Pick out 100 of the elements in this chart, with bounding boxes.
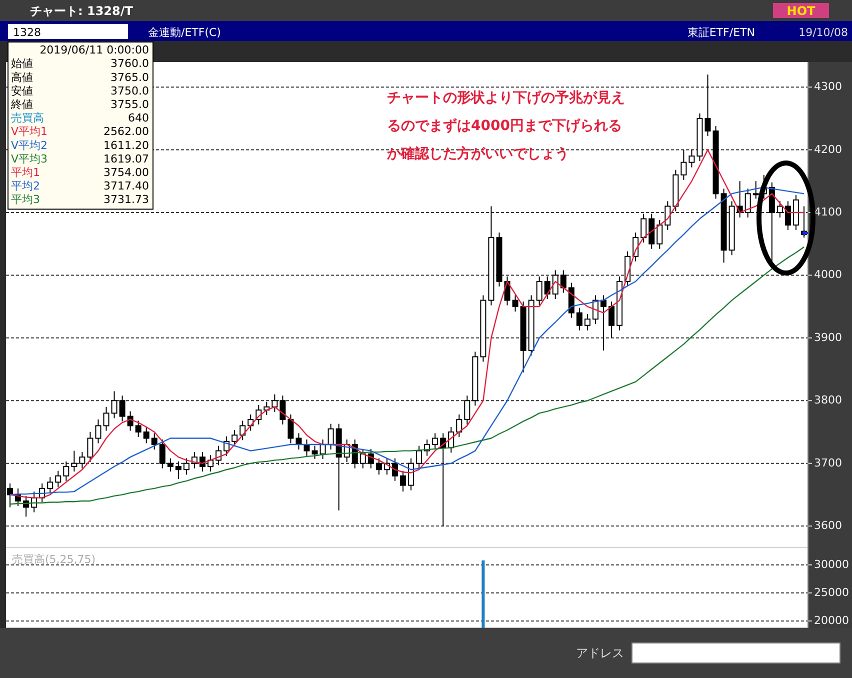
annotation: 3750.0 <box>110 84 149 98</box>
annotation: 始値 <box>11 57 33 70</box>
text: 平均2 <box>11 180 40 193</box>
candlestick <box>79 452 86 469</box>
y-tick-label: 4200 <box>814 142 842 156</box>
text: 売買高(5,25,75) <box>12 553 96 566</box>
candlestick <box>208 454 214 472</box>
candlestick <box>47 476 54 494</box>
candlestick <box>584 314 590 331</box>
candlestick <box>175 460 182 480</box>
chart-title: チャート: 1328/T <box>30 4 134 18</box>
candlestick <box>232 430 238 447</box>
candlestick <box>608 301 615 338</box>
candlestick <box>328 423 334 450</box>
candlestick <box>167 458 174 472</box>
candlestick <box>87 431 94 463</box>
candlestick <box>640 213 647 244</box>
text: HOT <box>786 4 816 18</box>
text: 平均3 <box>11 193 40 206</box>
candlestick <box>552 270 558 300</box>
candlestick <box>111 390 118 419</box>
y-tick-label: 25000 <box>814 586 849 599</box>
candlestick <box>240 420 246 441</box>
y-tick-label: 3900 <box>814 330 842 344</box>
annotation: チャートの形状より下げの予兆が見え <box>387 90 625 106</box>
text: 東証ETF/ETN <box>687 26 755 39</box>
candlestick <box>71 450 78 472</box>
candlestick <box>119 395 126 422</box>
candlestick <box>576 307 582 331</box>
candlestick <box>135 420 142 438</box>
candlestick <box>7 482 14 508</box>
candlestick <box>664 200 671 231</box>
annotation: V平均2 <box>11 138 48 152</box>
candlestick <box>151 432 158 450</box>
y-tick-label: 4300 <box>814 80 842 94</box>
candlestick <box>464 395 470 425</box>
candlestick <box>368 448 374 469</box>
annotation: 3765.0 <box>110 70 149 84</box>
annotation: 1619.07 <box>104 152 149 166</box>
candlestick <box>272 394 278 412</box>
text: 19/10/08 <box>798 26 848 39</box>
candlestick <box>143 426 150 444</box>
annotation: 3717.40 <box>104 180 149 193</box>
candlestick <box>432 432 438 450</box>
candlestick <box>304 439 310 456</box>
annotation: 640 <box>128 112 149 125</box>
candlestick <box>312 445 318 460</box>
candlestick <box>199 452 206 472</box>
annotation: 1611.20 <box>104 138 149 152</box>
annotation: 3754.00 <box>104 166 149 179</box>
y-tick-label: 3600 <box>814 519 842 532</box>
candlestick <box>744 188 751 218</box>
annotation: 高値 <box>11 70 33 84</box>
candlestick <box>456 414 462 438</box>
annotation: V平均1 <box>11 125 48 138</box>
candlestick <box>280 395 286 425</box>
candlestick <box>376 458 382 476</box>
candlestick <box>416 445 422 469</box>
candlestick <box>400 470 406 492</box>
annotation: V平均3 <box>11 152 48 166</box>
candlestick <box>776 200 783 218</box>
y-tick-label: 3800 <box>814 394 842 407</box>
candlestick <box>408 458 414 491</box>
annotation: るのでまずは4000円まで下げられる <box>387 118 622 134</box>
candlestick <box>680 149 687 180</box>
y-tick-label: 30000 <box>814 558 849 571</box>
candlestick <box>512 294 518 312</box>
candlestick <box>704 74 711 136</box>
candlestick <box>536 276 542 306</box>
annotation: 安値 <box>11 84 33 98</box>
annotation: 売買高 <box>11 112 44 125</box>
annotation: 3760.0 <box>110 57 149 70</box>
candlestick <box>656 220 663 250</box>
candlestick <box>103 406 110 432</box>
candlestick <box>95 418 102 444</box>
annotation: か確認した方がいいでしょう <box>386 145 569 162</box>
candlestick <box>159 439 166 469</box>
candlestick <box>688 149 695 168</box>
candlestick <box>288 414 294 444</box>
candlestick <box>63 460 70 482</box>
candlestick <box>784 200 791 231</box>
candlestick <box>544 276 550 300</box>
text: 金連動/ETF(C) <box>148 26 221 39</box>
y-tick-label: 4000 <box>814 268 842 282</box>
candlestick <box>752 180 759 200</box>
candlestick <box>55 470 62 488</box>
annotation: 2562.00 <box>104 125 149 138</box>
y-tick-label: 20000 <box>814 614 849 627</box>
text: 2019/06/11 0:00:00 <box>40 44 149 57</box>
annotation: 終値 <box>10 98 33 111</box>
y-tick-label: 4100 <box>814 206 842 219</box>
candlestick <box>560 270 566 294</box>
text: アドレス <box>576 646 624 660</box>
text: 平均1 <box>11 166 40 179</box>
annotation: 3731.73 <box>104 193 149 206</box>
candlestick <box>183 458 190 476</box>
y-tick-label: 3700 <box>814 456 842 470</box>
annotation: 3755.0 <box>110 98 149 111</box>
candlestick <box>360 448 366 469</box>
text: 1328 <box>13 26 41 39</box>
